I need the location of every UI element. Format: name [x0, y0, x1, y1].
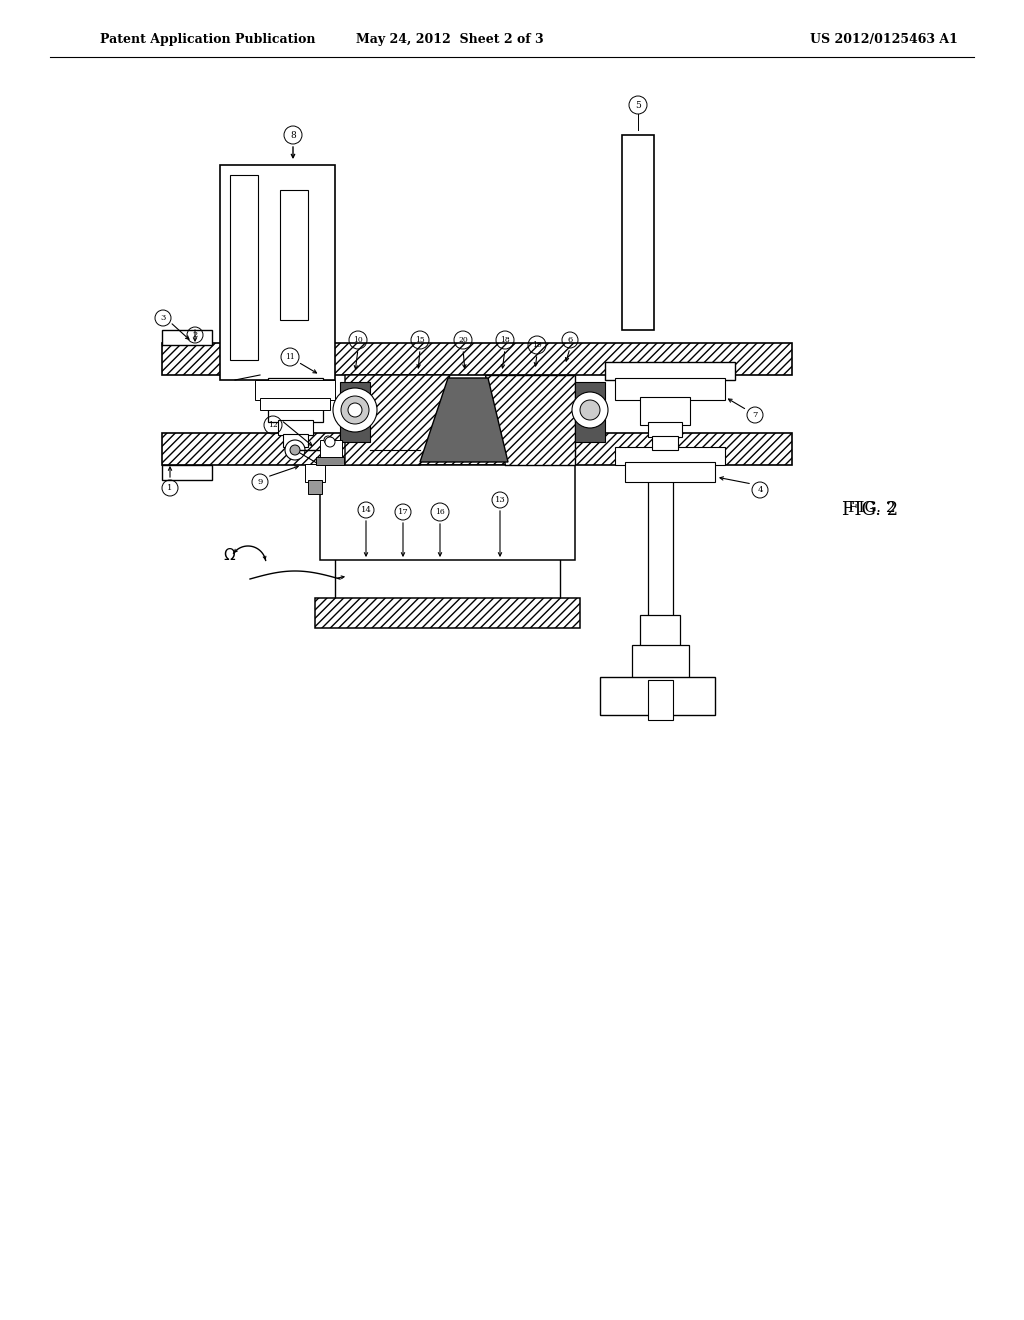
Text: 3: 3 — [161, 314, 166, 322]
Text: 12: 12 — [268, 421, 278, 429]
Circle shape — [580, 400, 600, 420]
Bar — [632, 645, 689, 680]
Bar — [575, 381, 605, 442]
Polygon shape — [345, 375, 450, 465]
Circle shape — [572, 392, 608, 428]
Text: $\Omega$: $\Omega$ — [223, 546, 237, 564]
Text: 15: 15 — [415, 337, 425, 345]
Text: May 24, 2012  Sheet 2 of 3: May 24, 2012 Sheet 2 of 3 — [356, 33, 544, 46]
Bar — [340, 381, 370, 442]
Bar — [280, 190, 308, 319]
Text: 2: 2 — [193, 331, 198, 339]
Bar — [319, 440, 342, 459]
Bar — [162, 433, 792, 465]
Bar — [319, 465, 575, 560]
Polygon shape — [420, 378, 508, 462]
Bar — [260, 399, 330, 411]
Bar — [220, 165, 335, 380]
Text: 18: 18 — [500, 337, 510, 345]
Circle shape — [324, 436, 332, 444]
Bar — [162, 465, 212, 480]
Circle shape — [325, 437, 335, 447]
Bar — [622, 135, 654, 330]
Text: 8: 8 — [290, 131, 296, 140]
Bar — [648, 422, 682, 437]
Text: 17: 17 — [397, 508, 409, 516]
Bar — [230, 176, 258, 360]
Text: 9: 9 — [257, 478, 263, 486]
Bar — [283, 434, 308, 447]
Bar — [648, 680, 673, 719]
Circle shape — [333, 388, 377, 432]
Text: 20: 20 — [458, 337, 468, 345]
Bar — [625, 462, 715, 482]
Bar — [615, 447, 725, 465]
Bar — [615, 378, 725, 400]
Text: 14: 14 — [360, 506, 372, 513]
Circle shape — [285, 440, 305, 459]
Text: 10: 10 — [353, 337, 362, 345]
Text: FIG. 2: FIG. 2 — [842, 502, 898, 519]
Text: 1: 1 — [167, 484, 173, 492]
Bar — [255, 380, 335, 400]
Text: Patent Application Publication: Patent Application Publication — [100, 33, 315, 46]
Bar — [600, 677, 715, 715]
Bar — [278, 420, 313, 436]
Text: US 2012/0125463 A1: US 2012/0125463 A1 — [810, 33, 957, 46]
Text: 16: 16 — [435, 508, 444, 516]
Text: 19: 19 — [532, 341, 542, 348]
Bar — [315, 598, 580, 628]
Polygon shape — [485, 375, 575, 465]
Text: 11: 11 — [285, 352, 295, 360]
Circle shape — [341, 396, 369, 424]
Circle shape — [348, 403, 362, 417]
Text: 13: 13 — [495, 496, 506, 504]
Text: 7: 7 — [753, 411, 758, 418]
Bar — [305, 465, 325, 482]
Text: 4: 4 — [758, 486, 763, 494]
Bar — [268, 378, 323, 422]
Bar — [308, 480, 322, 494]
Bar — [648, 465, 673, 620]
Bar — [316, 457, 344, 465]
Text: FIG. 2: FIG. 2 — [848, 502, 896, 515]
Bar — [652, 436, 678, 450]
Text: 5: 5 — [635, 100, 641, 110]
Text: 6: 6 — [567, 337, 572, 345]
Bar — [640, 397, 690, 425]
Circle shape — [290, 445, 300, 455]
Bar — [640, 615, 680, 649]
Bar — [605, 362, 735, 380]
Bar — [162, 330, 212, 345]
Bar — [162, 343, 792, 375]
